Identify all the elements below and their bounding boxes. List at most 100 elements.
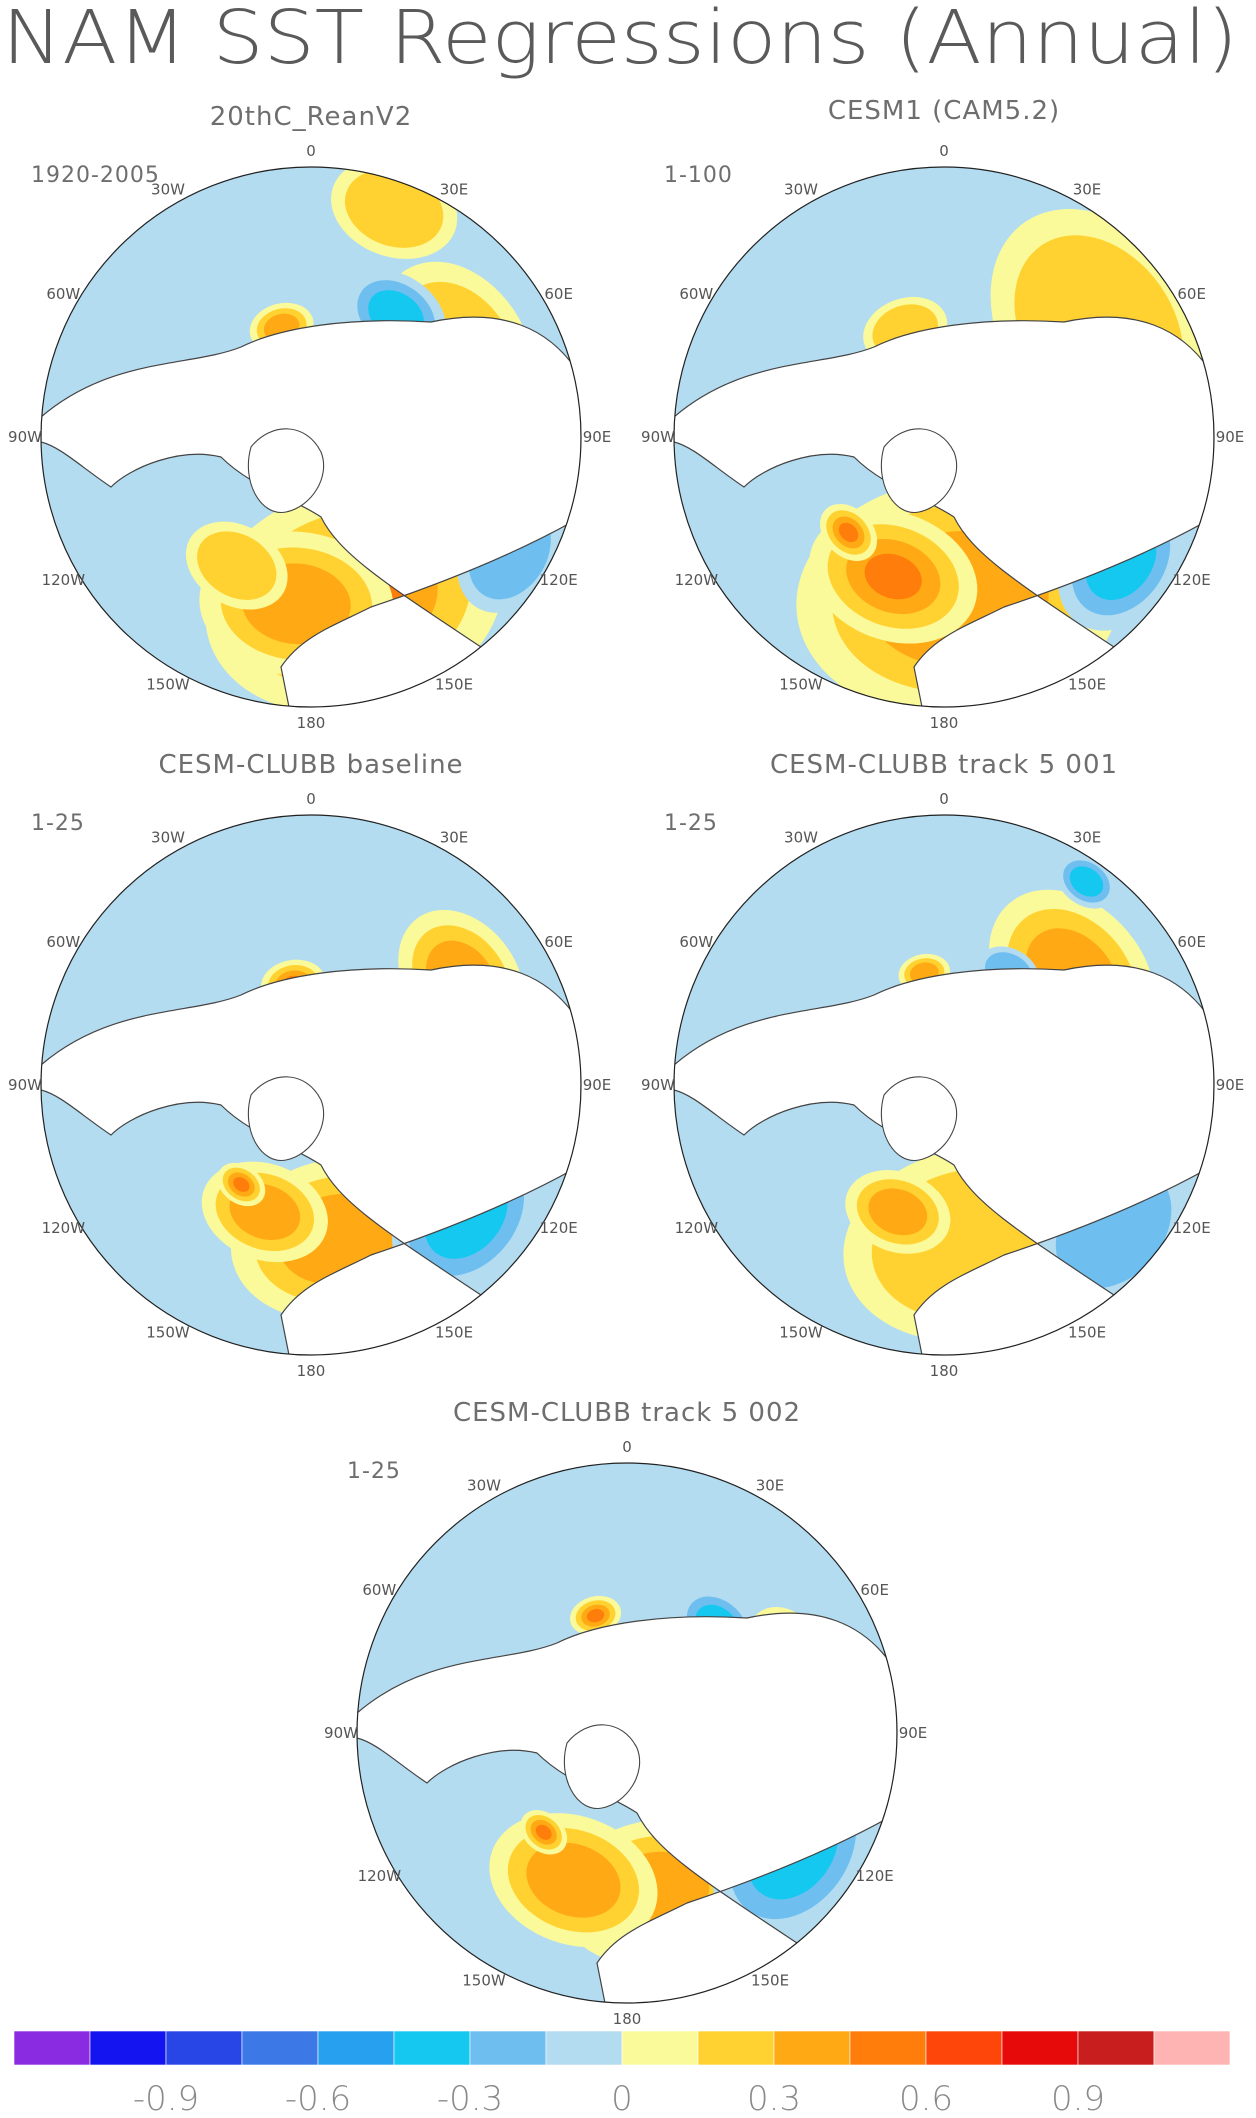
colorbar-swatch [1153,2030,1231,2066]
longitude-label: 60E [1177,285,1206,303]
colorbar-swatch [1077,2030,1155,2066]
map-panel: CESM-CLUBB baseline 1-25 180 150E 120E 90E 60E… [8,750,611,1380]
greenland-land [247,428,325,513]
panel-title: 20thC_ReanV2 [210,102,413,132]
longitude-label: 150E [1068,676,1106,694]
period-label: 1-25 [31,811,85,836]
colorbar-swatch [697,2030,775,2066]
longitude-label: 150E [435,676,473,694]
panel-title: CESM-CLUBB track 5 002 [453,1398,801,1428]
longitude-label: 90W [8,1076,42,1094]
longitude-label: 150E [751,1972,789,1990]
colorbar-swatch [621,2030,699,2066]
longitude-label: 60W [362,1581,396,1599]
longitude-label: 90E [583,1076,612,1094]
longitude-label: 0 [306,790,316,808]
land-mask [357,1612,897,2003]
greenland-land [880,1076,958,1161]
longitude-label: 180 [613,2010,642,2028]
longitude-label: 90W [324,1724,358,1742]
positive-anomaly [233,1177,250,1192]
longitude-label: 120E [540,571,578,589]
colorbar-swatch [849,2030,927,2066]
sst-field [41,815,581,1355]
colorbar-swatch [241,2030,319,2066]
longitude-label: 90E [1216,428,1245,446]
map-boundary [673,166,1215,708]
colorbar: -0.9 -0.6 -0.3 0 0.3 0.6 0.9 [13,2030,1231,2118]
colorbar-tick-label: 0.6 [899,2079,953,2118]
longitude-label: 180 [930,1362,959,1380]
longitude-label: 120W [675,1219,719,1237]
longitude-label: 30W [784,828,818,846]
longitude-label: 30W [151,180,185,198]
longitude-label: 30E [1073,180,1102,198]
colorbar-swatch [925,2030,1003,2066]
colorbar-tick-label: -0.6 [285,2079,351,2118]
longitude-label: 120E [540,1219,578,1237]
land-mask [41,316,581,707]
map-panel: CESM-CLUBB track 5 002 1-25 180 150E 120E 90E… [324,1398,927,2028]
colorbar-tick-label: -0.3 [437,2079,503,2118]
map-panel: CESM1 (CAM5.2) 1-100 180 150E 120E 90E 60E 30E 0… [641,96,1245,732]
panel-title: CESM1 (CAM5.2) [828,96,1060,126]
land-mask [41,964,581,1355]
greenland-land [880,428,958,513]
longitude-label: 150W [146,676,190,694]
map-panel: CESM-CLUBB track 5 001 1-25 180 150E 120E 90E… [641,750,1244,1380]
longitude-label: 60E [544,285,573,303]
panel-title: CESM-CLUBB track 5 001 [770,750,1118,780]
colorbar-tick-label: 0 [611,2079,633,2118]
longitude-label: 120W [42,571,86,589]
longitude-label: 60W [679,933,713,951]
longitude-label: 90W [8,428,42,446]
positive-anomaly [526,1842,621,1918]
positive-anomaly [838,522,859,543]
map-panels: 20thC_ReanV2 1920-2005 180 150E 120E 90E 60E 30… [8,96,1245,2028]
panel-title: CESM-CLUBB baseline [158,750,463,780]
longitude-label: 150W [462,1972,506,1990]
sst-field [674,167,1214,707]
longitude-label: 30E [440,828,469,846]
greenland-land [563,1724,641,1809]
longitude-label: 150E [1068,1324,1106,1342]
map-boundary [40,814,582,1356]
longitude-label: 0 [622,1438,632,1456]
longitude-label: 60E [544,933,573,951]
positive-anomaly [535,1824,552,1840]
longitude-label: 30E [440,180,469,198]
positive-anomaly [586,1608,605,1623]
map-panel: 20thC_ReanV2 1920-2005 180 150E 120E 90E 60E 30… [8,102,612,732]
map-boundary [40,166,582,708]
longitude-label: 30W [467,1476,501,1494]
longitude-label: 90E [1216,1076,1245,1094]
longitude-label: 30E [1073,828,1102,846]
colorbar-tick-label: -0.9 [133,2079,199,2118]
longitude-label: 180 [297,714,326,732]
colorbar-swatch [89,2030,167,2066]
period-label: 1-100 [664,163,733,188]
longitude-label: 120E [856,1867,894,1885]
longitude-label: 150W [146,1324,190,1342]
longitude-label: 0 [306,142,316,160]
period-label: 1920-2005 [31,163,160,188]
longitude-label: 150W [779,1324,823,1342]
colorbar-swatch [13,2030,91,2066]
longitude-label: 150W [779,676,823,694]
period-label: 1-25 [347,1459,401,1484]
longitude-label: 90W [641,1076,675,1094]
map-boundary [356,1462,898,2004]
longitude-label: 60W [46,285,80,303]
longitude-label: 90E [583,428,612,446]
colorbar-swatch [545,2030,623,2066]
period-label: 1-25 [664,811,718,836]
colorbar-tick-label: 0.3 [747,2079,801,2118]
map-boundary [673,814,1215,1356]
sst-field [41,167,581,707]
colorbar-swatch [393,2030,471,2066]
longitude-label: 60E [860,1581,889,1599]
colorbar-tick-label: 0.9 [1051,2079,1105,2118]
sst-field [674,815,1214,1355]
longitude-label: 120E [1173,1219,1211,1237]
negative-anomaly [1069,866,1104,897]
